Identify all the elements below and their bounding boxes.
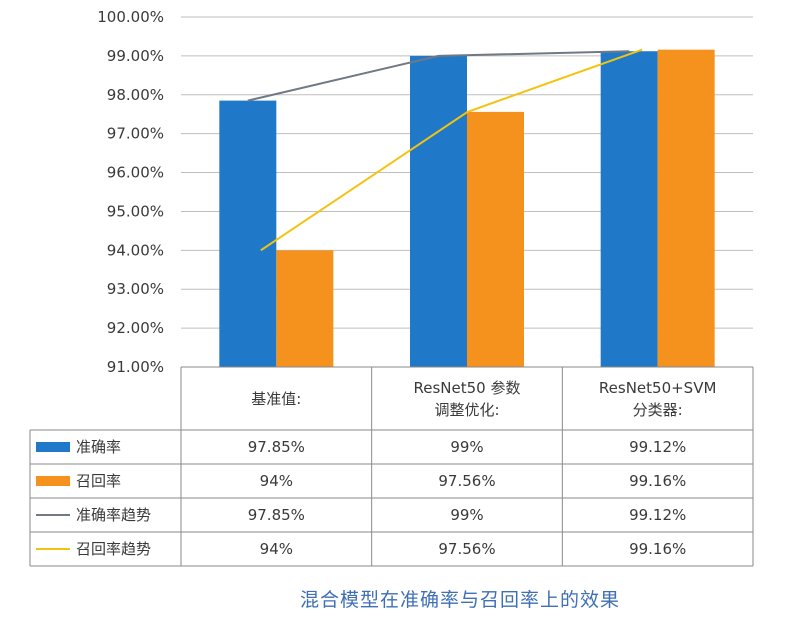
data-label: 99.16% <box>629 540 686 558</box>
data-label: 97.85% <box>248 438 305 456</box>
data-label: 94% <box>260 540 293 558</box>
y-tick-label: 96.00% <box>107 164 164 182</box>
bar-accuracy <box>600 51 658 367</box>
bar-accuracy <box>219 100 277 367</box>
data-label: 97.56% <box>438 540 495 558</box>
data-label: 99.12% <box>629 438 686 456</box>
data-label: 94% <box>260 472 293 490</box>
legend-label: 准确率 <box>76 438 121 456</box>
accuracy-trend-line <box>247 50 630 102</box>
data-label: 99.16% <box>629 472 686 490</box>
chart-title: 混合模型在准确率与召回率上的效果 <box>300 589 620 611</box>
x-category-label: 基准值: <box>251 390 301 408</box>
x-category-label: ResNet50 参数 <box>414 379 521 397</box>
y-tick-label: 99.00% <box>107 47 164 65</box>
x-category-label: 分类器: <box>633 401 683 419</box>
bar-recall <box>467 111 524 367</box>
x-category-label: ResNet50+SVM <box>599 379 717 397</box>
y-tick-label: 94.00% <box>107 241 164 259</box>
data-label: 97.56% <box>438 472 495 490</box>
x-category-label: 调整优化: <box>434 401 499 419</box>
bars <box>219 49 715 368</box>
bar-recall <box>276 250 334 367</box>
bar-accuracy <box>410 55 467 368</box>
recall-trend-line <box>260 48 643 252</box>
trend-lines <box>247 48 643 252</box>
legend-label: 召回率 <box>76 472 121 490</box>
legend-swatch-recall <box>36 476 70 486</box>
y-tick-label: 97.00% <box>107 125 164 143</box>
y-tick-label: 95.00% <box>107 202 164 220</box>
y-tick-label: 98.00% <box>107 86 164 104</box>
y-tick-label: 100.00% <box>97 8 164 26</box>
legend-label: 准确率趋势 <box>76 506 151 524</box>
legend-label: 召回率趋势 <box>76 540 151 558</box>
y-tick-label: 92.00% <box>107 319 164 337</box>
y-tick-label: 91.00% <box>107 358 164 376</box>
data-label: 97.85% <box>248 506 305 524</box>
y-tick-label: 93.00% <box>107 280 164 298</box>
bar-recall <box>657 49 715 368</box>
data-label: 99% <box>450 438 483 456</box>
y-axis: 91.00% 92.00% 93.00% 94.00% 95.00% 96.00% 97.0… <box>97 8 164 376</box>
legend-swatch-accuracy <box>36 442 70 452</box>
data-label: 99.12% <box>629 506 686 524</box>
data-label: 99% <box>450 506 483 524</box>
